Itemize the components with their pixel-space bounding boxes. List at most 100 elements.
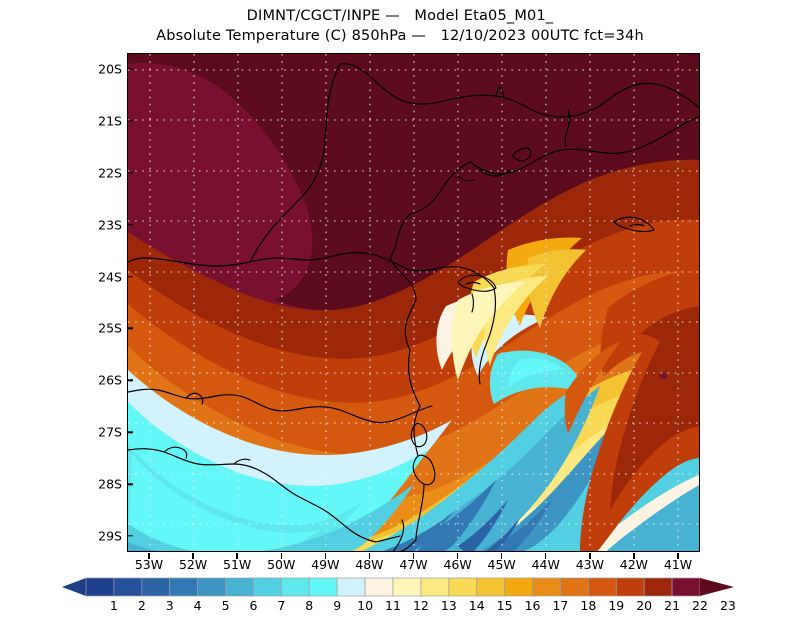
colorbar-segment [113, 577, 143, 597]
colorbar-segment [476, 577, 505, 597]
chart-title-block: DIMNT/CGCT/INPE — Model Eta05_M01_ Absol… [0, 6, 800, 46]
x-tick-label: 48W [355, 557, 384, 572]
colorbar-tick-label: 7 [277, 598, 286, 613]
x-tick-mark [545, 553, 547, 559]
colorbar-tick-label: 13 [440, 598, 457, 613]
x-tick-label: 49W [311, 557, 340, 572]
colorbar: 1 2 3 4 5 6 7 8 9 10 11 12 13 14 15 16 17 18 19 20 21 22 23 [0, 574, 800, 618]
x-tick-label: 50W [267, 557, 296, 572]
y-tick-mark [127, 483, 133, 485]
colorbar-segment [560, 577, 589, 597]
colorbar-segment [615, 577, 645, 597]
colorbar-segment [420, 577, 450, 597]
geography-outlines [128, 63, 699, 551]
map-plot-area [127, 53, 700, 552]
colorbar-segment [504, 577, 533, 597]
y-tick-mark [127, 379, 133, 382]
x-tick-label: 43W [575, 557, 604, 572]
colorbar-tick-label: 23 [719, 598, 736, 613]
colorbar-tick-label: 20 [636, 598, 653, 613]
x-tick-mark [500, 553, 503, 559]
colorbar-tick-label: 19 [608, 598, 625, 613]
y-tick-label: 26S [98, 372, 122, 388]
x-tick-label: 42W [619, 557, 649, 572]
x-tick-label: 44W [531, 557, 560, 572]
x-tick-mark [456, 553, 459, 559]
x-tick-mark [633, 553, 635, 559]
colorbar-tick-label: 21 [664, 598, 681, 613]
y-tick-mark [127, 275, 133, 278]
y-tick-mark [127, 327, 133, 330]
colorbar-segment [448, 577, 478, 597]
colorbar-segment [169, 577, 198, 597]
colorbar-segment [225, 577, 254, 597]
colorbar-segment [85, 577, 115, 597]
colorbar-tick-label: 12 [412, 598, 429, 613]
x-tick-label: 52W [178, 557, 208, 572]
x-tick-mark [324, 553, 327, 559]
colorbar-segment [197, 577, 226, 597]
colorbar-tick-label: 6 [249, 598, 258, 613]
colorbar-tick-label: 8 [305, 598, 314, 613]
x-tick-label: 47W [399, 557, 428, 572]
colorbar-segment [532, 577, 561, 597]
colorbar-tick-label: 10 [357, 598, 374, 613]
colorbar-tick-label: 16 [524, 598, 541, 613]
y-tick-mark [127, 120, 133, 122]
colorbar-swatches [62, 577, 734, 597]
colorbar-segment [141, 577, 171, 597]
colorbar-segment [308, 577, 338, 597]
colorbar-tick-label: 15 [496, 598, 513, 613]
colorbar-segment [281, 577, 310, 597]
x-tick-label: 53W [134, 557, 164, 572]
x-tick-mark [589, 553, 591, 559]
title-line-1: DIMNT/CGCT/INPE — Model Eta05_M01_ [246, 8, 554, 24]
x-tick-mark [148, 553, 150, 559]
colorbar-segment [588, 577, 617, 597]
temperature-contour-map [128, 54, 699, 551]
y-tick-label: 22S [98, 165, 122, 181]
colorbar-tick-label: 5 [221, 598, 230, 613]
x-tick-label: 51W [223, 557, 252, 572]
colorbar-tick-label: 11 [385, 598, 401, 613]
colorbar-tick-label: 4 [193, 598, 202, 613]
y-axis-latitude: 20S 21S 22S 23S 24S 25S 26S 27S 28S 29S [82, 53, 122, 552]
x-tick-label: 41W [663, 557, 693, 572]
colorbar-tick-label: 22 [692, 598, 708, 613]
y-tick-label: 29S [98, 528, 122, 544]
x-tick-label: 45W [487, 557, 516, 572]
x-tick-mark [677, 553, 679, 559]
colorbar-segment [336, 577, 366, 597]
y-tick-mark [127, 68, 133, 70]
colorbar-segment [671, 577, 701, 597]
colorbar-segment [643, 577, 673, 597]
colorbar-segment [364, 577, 394, 597]
colorbar-tick-label: 3 [165, 598, 174, 613]
colorbar-over-arrow [700, 578, 734, 596]
y-tick-label: 23S [98, 217, 122, 233]
colorbar-tick-label: 9 [333, 598, 342, 613]
colorbar-segment [253, 577, 282, 597]
colorbar-segment [392, 577, 422, 597]
x-tick-mark [280, 553, 282, 559]
x-tick-mark [192, 553, 194, 559]
x-tick-mark [236, 553, 238, 559]
y-tick-label: 21S [98, 113, 122, 129]
y-tick-label: 20S [98, 61, 122, 77]
x-tick-mark [412, 553, 415, 559]
y-tick-label: 27S [98, 424, 122, 440]
y-tick-mark [127, 431, 133, 433]
colorbar-under-arrow [62, 578, 86, 596]
colorbar-tick-label: 14 [468, 598, 485, 613]
x-axis-longitude: 53W 52W 51W 50W 49W 48W 47W 46W 45W 44W 43W 42W 41W [127, 553, 700, 575]
title-line-2: Absolute Temperature (C) 850hPa — 12/10/… [156, 28, 644, 44]
colorbar-tick-label: 1 [109, 598, 118, 613]
y-tick-label: 25S [98, 320, 122, 336]
y-tick-mark [127, 535, 133, 537]
y-tick-mark [127, 172, 133, 174]
colorbar-tick-label: 2 [137, 598, 146, 613]
x-tick-mark [368, 553, 371, 559]
contour-bands [128, 54, 699, 551]
y-tick-mark [127, 223, 133, 226]
